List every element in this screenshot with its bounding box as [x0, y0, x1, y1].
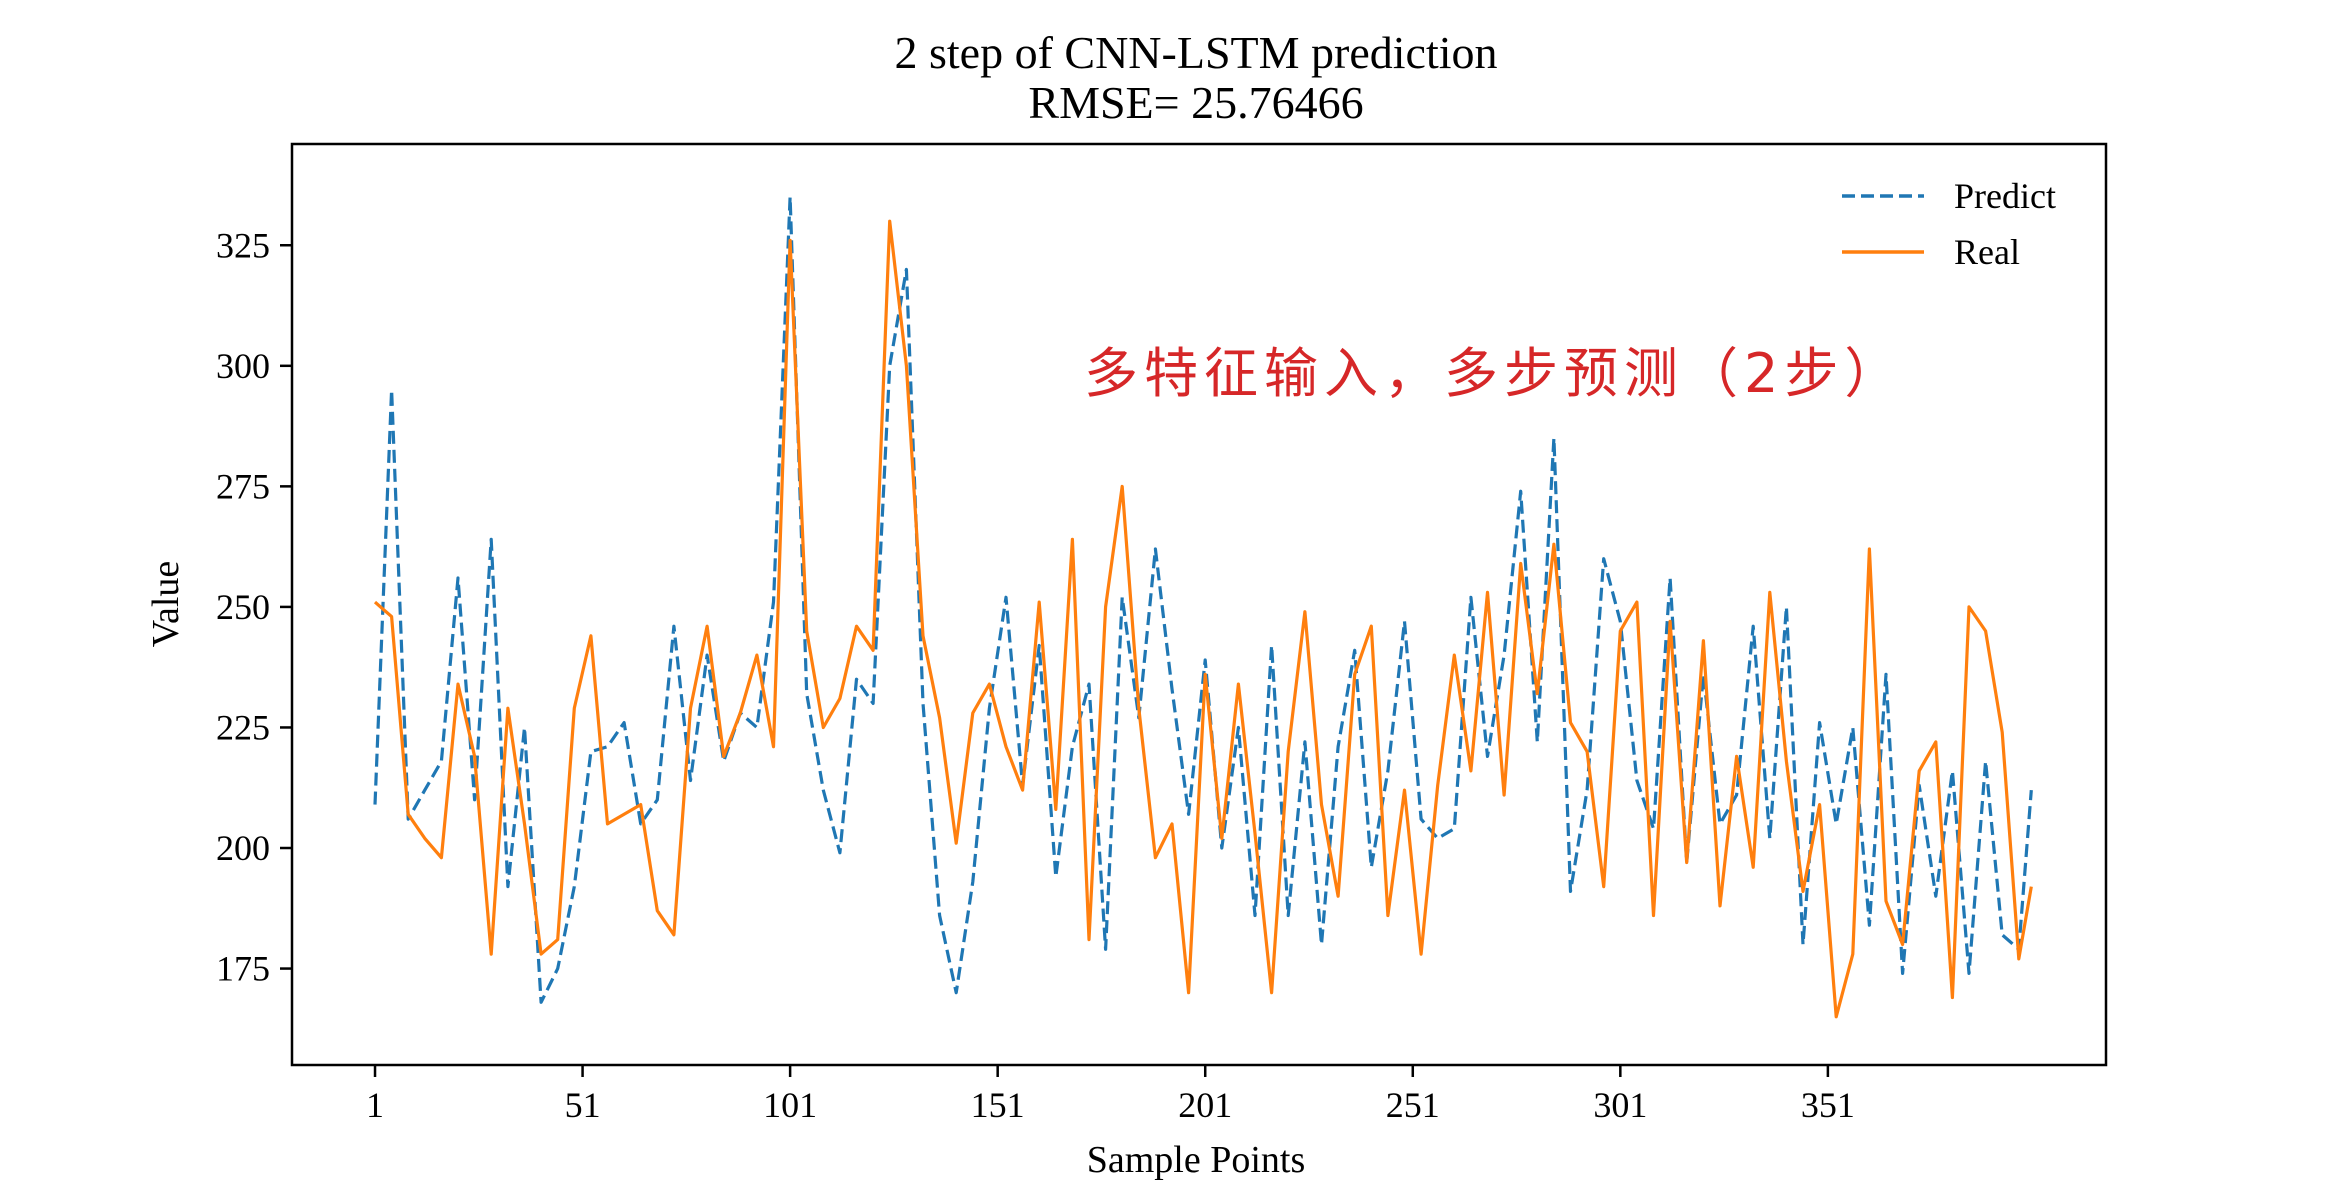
- x-tick-label: 301: [1593, 1085, 1647, 1125]
- x-tick-label: 351: [1801, 1085, 1855, 1125]
- x-axis-label: Sample Points: [1087, 1139, 1306, 1181]
- y-tick-label: 325: [216, 225, 270, 265]
- y-tick-label: 200: [216, 828, 270, 868]
- x-tick-label: 201: [1178, 1085, 1232, 1125]
- legend: Predict Real: [1842, 176, 2056, 272]
- y-tick-label: 225: [216, 707, 270, 747]
- x-tick-label: 151: [971, 1085, 1025, 1125]
- series-line-predict: [373, 195, 2033, 1004]
- y-tick-label: 250: [216, 587, 270, 627]
- y-tick-label: 275: [216, 466, 270, 506]
- x-tick-label: 101: [763, 1085, 817, 1125]
- x-tick-label: 251: [1386, 1085, 1440, 1125]
- x-tick-label: 1: [366, 1085, 384, 1125]
- legend-predict-label: Predict: [1954, 176, 2056, 216]
- chart-subtitle: RMSE= 25.76466: [1028, 77, 1363, 128]
- chart-title: 2 step of CNN-LSTM prediction: [894, 27, 1497, 78]
- y-axis-label: Value: [145, 561, 187, 648]
- legend-real-label: Real: [1954, 232, 2020, 272]
- x-tick-label: 51: [565, 1085, 601, 1125]
- chart-annotation: 多特征输入，多步预测（2步）: [1084, 342, 1904, 405]
- series-group: [373, 195, 2033, 1019]
- y-tick-label: 300: [216, 346, 270, 386]
- y-tick-label: 175: [216, 949, 270, 989]
- plot-frame: [290, 142, 2108, 1067]
- series-line-real: [373, 219, 2033, 1019]
- axis-ticks: 1 51 101 151 201 251 301 3511752002252502753003…: [216, 225, 1855, 1125]
